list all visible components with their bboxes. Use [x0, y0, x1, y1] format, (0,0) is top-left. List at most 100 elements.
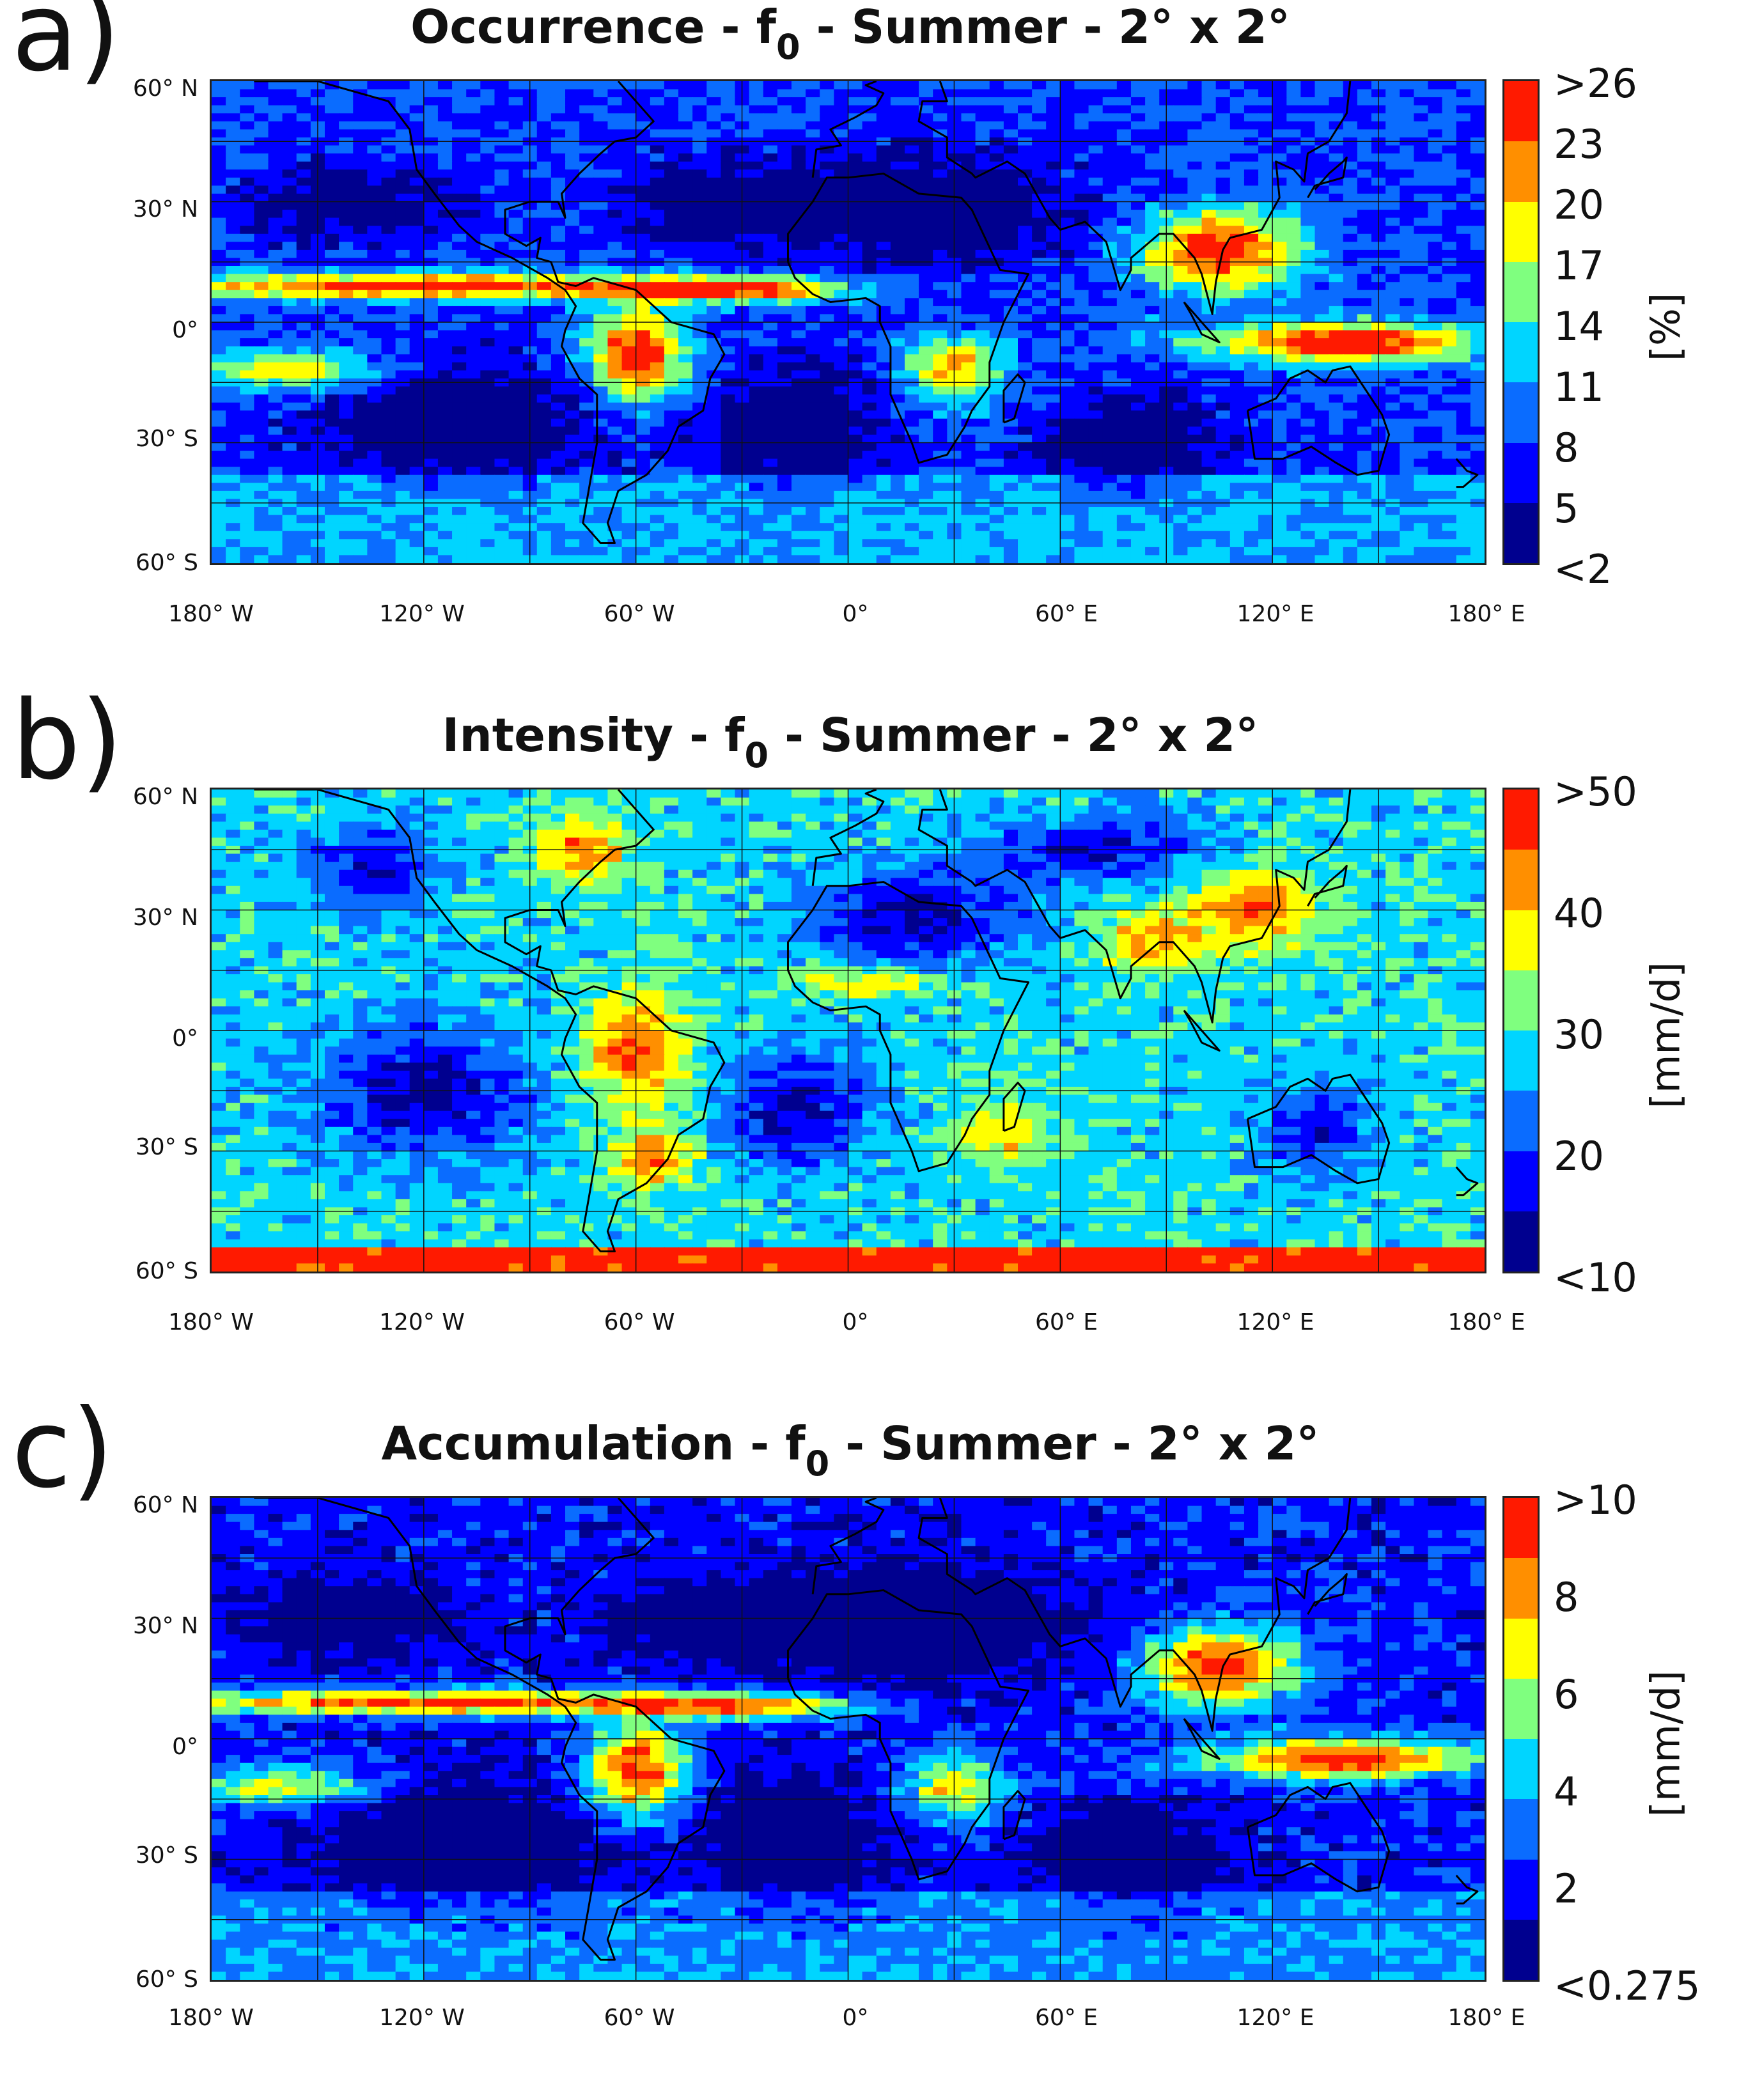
grid-cell: [550, 274, 566, 283]
grid-cell: [692, 113, 708, 122]
grid-cell: [1329, 274, 1344, 283]
grid-cell: [1286, 322, 1302, 331]
grid-cell: [579, 249, 595, 259]
grid-cell: [409, 290, 425, 299]
grid-cell: [933, 177, 948, 187]
grid-cell: [763, 298, 778, 307]
grid-cell: [1032, 266, 1047, 275]
grid-cell: [989, 242, 1004, 251]
grid-cell: [876, 346, 891, 355]
grid-cell: [254, 442, 269, 451]
grid-cell: [1074, 418, 1089, 428]
grid-cell: [1400, 442, 1415, 451]
grid-cell: [1414, 210, 1429, 219]
grid-cell: [791, 249, 806, 259]
grid-cell: [862, 145, 877, 154]
grid-cell: [1470, 434, 1485, 444]
grid-cell: [1215, 161, 1231, 171]
grid-cell: [1343, 338, 1358, 347]
grid-cell: [212, 523, 226, 532]
grid-cell: [777, 274, 792, 283]
grid-cell: [466, 402, 481, 412]
grid-cell: [933, 410, 948, 419]
grid-cell: [791, 97, 806, 106]
grid-cell: [989, 370, 1004, 379]
grid-cell: [550, 370, 566, 379]
grid-cell: [1018, 145, 1033, 154]
grid-cell: [452, 169, 467, 178]
grid-cell: [989, 474, 1004, 484]
grid-cell: [268, 394, 283, 403]
grid-cell: [791, 386, 806, 395]
grid-cell: [1215, 201, 1231, 210]
grid-cell: [664, 129, 679, 138]
grid-cell: [1116, 249, 1132, 259]
grid-cell: [212, 233, 226, 243]
grid-cell: [664, 410, 679, 419]
grid-cell: [1074, 458, 1089, 467]
grid-cell: [1414, 354, 1429, 363]
grid-cell: [1088, 177, 1104, 187]
grid-cell: [975, 185, 990, 194]
grid-cell: [664, 507, 679, 516]
grid-cell: [749, 145, 764, 154]
grid-cell: [226, 523, 241, 532]
grid-cell: [494, 442, 510, 451]
grid-cell: [763, 177, 778, 187]
grid-cell: [381, 177, 396, 187]
grid-cell: [1258, 370, 1273, 379]
grid-cell: [933, 370, 948, 379]
grid-cell: [1229, 282, 1245, 291]
grid-cell: [1003, 242, 1018, 251]
grid-cell: [1102, 442, 1118, 451]
grid-cell: [1470, 330, 1485, 339]
grid-cell: [579, 242, 595, 251]
grid-cell: [848, 426, 863, 435]
grid-cell: [961, 458, 976, 467]
grid-cell: [975, 153, 990, 162]
grid-cell: [961, 298, 976, 307]
grid-cell: [1286, 210, 1302, 219]
grid-cell: [452, 153, 467, 162]
grid-cell: [1229, 177, 1245, 187]
grid-cell: [1215, 354, 1231, 363]
grid-cell: [650, 354, 665, 363]
grid-cell: [1400, 161, 1415, 171]
grid-cell: [989, 226, 1004, 235]
grid-cell: [282, 451, 297, 460]
grid-cell: [834, 153, 849, 162]
grid-cell: [1272, 490, 1288, 500]
grid-cell: [1018, 458, 1033, 467]
grid-cell: [409, 507, 425, 516]
grid-cell: [452, 121, 467, 130]
grid-cell: [721, 515, 736, 524]
grid-cell: [593, 418, 609, 428]
grid-cell: [721, 410, 736, 419]
grid-cell: [905, 306, 919, 315]
grid-cell: [395, 410, 410, 419]
grid-cell: [296, 81, 311, 90]
grid-cell: [1215, 193, 1231, 203]
grid-cell: [905, 330, 919, 339]
grid-cell: [226, 314, 241, 323]
grid-cell: [466, 458, 481, 467]
grid-cell: [1470, 266, 1485, 275]
grid-cell: [367, 226, 382, 235]
grid-cell: [664, 226, 679, 235]
grid-cell: [282, 362, 297, 371]
grid-cell: [1018, 217, 1033, 226]
grid-cell: [1244, 217, 1259, 226]
grid-cell: [621, 523, 637, 532]
grid-cell: [1032, 161, 1047, 171]
grid-cell: [678, 394, 693, 403]
grid-cell: [1060, 370, 1075, 379]
grid-cell: [961, 467, 976, 476]
grid-cell: [367, 169, 382, 178]
grid-cell: [423, 233, 439, 243]
grid-cell: [1173, 338, 1189, 347]
grid-cell: [777, 490, 792, 500]
grid-cell: [763, 451, 778, 460]
grid-cell: [353, 458, 368, 467]
grid-cell: [1314, 121, 1330, 130]
grid-cell: [636, 185, 651, 194]
